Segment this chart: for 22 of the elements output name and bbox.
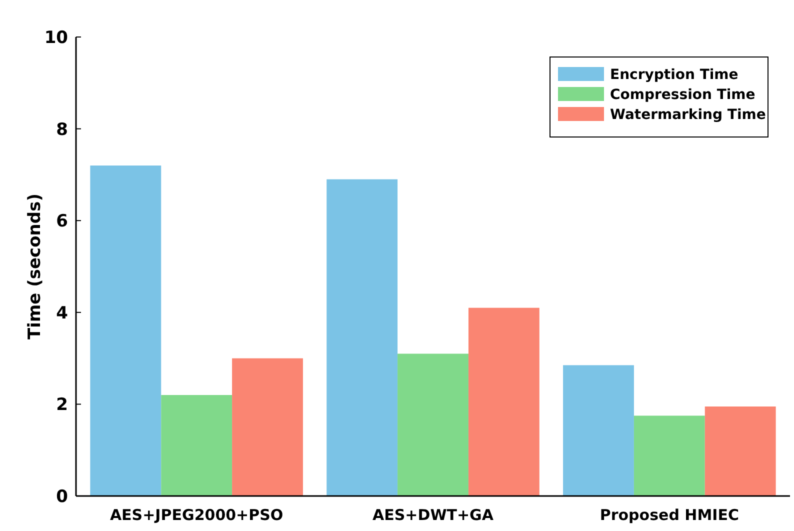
bar bbox=[704, 406, 776, 496]
y-tick-label: 0 bbox=[56, 486, 68, 507]
legend-label: Watermarking Time bbox=[610, 106, 766, 123]
y-axis-title: Time (seconds) bbox=[25, 194, 45, 340]
x-tick-label: Proposed HMIEC bbox=[600, 506, 739, 524]
y-tick-label: 6 bbox=[56, 212, 68, 232]
x-tick-label: AES+DWT+GA bbox=[372, 506, 494, 524]
legend-label: Compression Time bbox=[610, 86, 756, 103]
bar bbox=[634, 416, 705, 496]
y-tick-label: 8 bbox=[56, 120, 68, 140]
y-tick-label: 2 bbox=[56, 395, 68, 416]
bar bbox=[468, 308, 540, 496]
y-tick-label: 4 bbox=[56, 303, 68, 324]
y-tick-label: 10 bbox=[44, 28, 68, 48]
bar bbox=[563, 365, 634, 496]
legend-label: Encryption Time bbox=[610, 66, 738, 83]
bar bbox=[161, 395, 232, 496]
x-tick-label: AES+JPEG2000+PSO bbox=[110, 506, 284, 524]
bar bbox=[90, 166, 162, 496]
bar bbox=[398, 354, 468, 496]
bar bbox=[232, 358, 303, 496]
bar bbox=[326, 179, 398, 496]
